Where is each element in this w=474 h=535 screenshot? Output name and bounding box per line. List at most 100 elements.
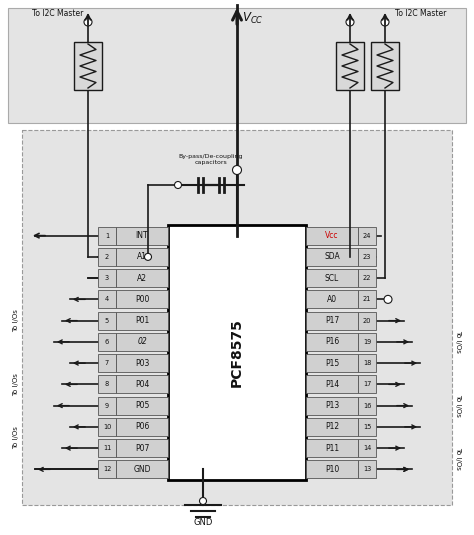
Bar bbox=[358, 269, 376, 287]
Text: To I/Os: To I/Os bbox=[455, 394, 461, 417]
Bar bbox=[22, 130, 452, 505]
Circle shape bbox=[145, 254, 152, 261]
Text: A1: A1 bbox=[137, 253, 147, 262]
Text: $V_{CC}$: $V_{CC}$ bbox=[242, 11, 264, 26]
Text: P11: P11 bbox=[325, 444, 339, 453]
Text: 4: 4 bbox=[105, 296, 109, 302]
Bar bbox=[358, 333, 376, 351]
Text: To I/Os: To I/Os bbox=[13, 426, 19, 449]
Text: P15: P15 bbox=[325, 358, 339, 368]
Text: P17: P17 bbox=[325, 316, 339, 325]
Text: 3: 3 bbox=[105, 275, 109, 281]
Text: 19: 19 bbox=[363, 339, 371, 345]
Text: To I2C Master: To I2C Master bbox=[32, 9, 83, 18]
Bar bbox=[358, 461, 376, 478]
Text: P06: P06 bbox=[135, 422, 149, 431]
Bar bbox=[116, 248, 168, 266]
Text: P01: P01 bbox=[135, 316, 149, 325]
Bar bbox=[306, 248, 358, 266]
Text: 02: 02 bbox=[137, 338, 147, 346]
Bar bbox=[98, 354, 116, 372]
Bar bbox=[116, 376, 168, 393]
Bar bbox=[98, 291, 116, 308]
Text: SCL: SCL bbox=[325, 273, 339, 282]
Bar bbox=[358, 291, 376, 308]
Bar bbox=[98, 333, 116, 351]
Bar bbox=[98, 269, 116, 287]
Bar bbox=[306, 291, 358, 308]
Bar bbox=[98, 376, 116, 393]
Text: 18: 18 bbox=[363, 360, 371, 366]
Bar bbox=[306, 376, 358, 393]
Bar bbox=[306, 354, 358, 372]
Text: 15: 15 bbox=[363, 424, 371, 430]
Bar bbox=[358, 354, 376, 372]
Bar bbox=[116, 461, 168, 478]
Bar bbox=[116, 291, 168, 308]
Text: 21: 21 bbox=[363, 296, 371, 302]
Text: To I/Os: To I/Os bbox=[455, 447, 461, 470]
Text: P10: P10 bbox=[325, 465, 339, 474]
Text: 8: 8 bbox=[105, 381, 109, 387]
Bar bbox=[306, 333, 358, 351]
Text: 16: 16 bbox=[363, 403, 371, 409]
Text: 13: 13 bbox=[363, 467, 371, 472]
Text: A2: A2 bbox=[137, 273, 147, 282]
Text: PCF8575: PCF8575 bbox=[230, 318, 244, 387]
Text: P12: P12 bbox=[325, 422, 339, 431]
Bar bbox=[98, 439, 116, 457]
Bar bbox=[358, 248, 376, 266]
Bar bbox=[98, 461, 116, 478]
Bar bbox=[98, 418, 116, 436]
Text: 6: 6 bbox=[105, 339, 109, 345]
Text: A0: A0 bbox=[327, 295, 337, 304]
Text: P03: P03 bbox=[135, 358, 149, 368]
Text: INT: INT bbox=[136, 231, 148, 240]
Text: To I/Os: To I/Os bbox=[13, 373, 19, 396]
Bar bbox=[116, 333, 168, 351]
Bar bbox=[336, 42, 364, 90]
Text: 1: 1 bbox=[105, 233, 109, 239]
Bar bbox=[358, 439, 376, 457]
Text: P14: P14 bbox=[325, 380, 339, 389]
Text: GND: GND bbox=[193, 518, 213, 527]
Bar bbox=[98, 227, 116, 244]
Bar bbox=[358, 311, 376, 330]
Text: 9: 9 bbox=[105, 403, 109, 409]
Text: To I/Os: To I/Os bbox=[455, 331, 461, 353]
Circle shape bbox=[174, 181, 182, 188]
Text: GND: GND bbox=[133, 465, 151, 474]
Text: 11: 11 bbox=[103, 445, 111, 451]
Text: 5: 5 bbox=[105, 318, 109, 324]
Bar bbox=[358, 396, 376, 415]
Bar bbox=[116, 396, 168, 415]
Bar bbox=[116, 311, 168, 330]
Bar bbox=[306, 227, 358, 244]
Bar bbox=[116, 439, 168, 457]
Text: P16: P16 bbox=[325, 338, 339, 346]
Text: 14: 14 bbox=[363, 445, 371, 451]
Text: SDA: SDA bbox=[324, 253, 340, 262]
Text: 22: 22 bbox=[363, 275, 371, 281]
Circle shape bbox=[200, 498, 207, 505]
Bar bbox=[98, 311, 116, 330]
Bar bbox=[306, 396, 358, 415]
Bar bbox=[168, 225, 306, 480]
Circle shape bbox=[84, 18, 92, 26]
Bar bbox=[358, 227, 376, 244]
Circle shape bbox=[381, 18, 389, 26]
Text: To I/Os: To I/Os bbox=[13, 309, 19, 332]
Text: P04: P04 bbox=[135, 380, 149, 389]
Text: Vcc: Vcc bbox=[325, 231, 339, 240]
Bar bbox=[306, 311, 358, 330]
Bar bbox=[306, 269, 358, 287]
Bar bbox=[98, 248, 116, 266]
Text: To I2C Master: To I2C Master bbox=[395, 9, 447, 18]
Text: 20: 20 bbox=[363, 318, 371, 324]
Bar bbox=[358, 418, 376, 436]
Bar bbox=[306, 418, 358, 436]
Circle shape bbox=[346, 18, 354, 26]
Text: 10: 10 bbox=[103, 424, 111, 430]
Bar bbox=[306, 461, 358, 478]
Bar bbox=[116, 354, 168, 372]
